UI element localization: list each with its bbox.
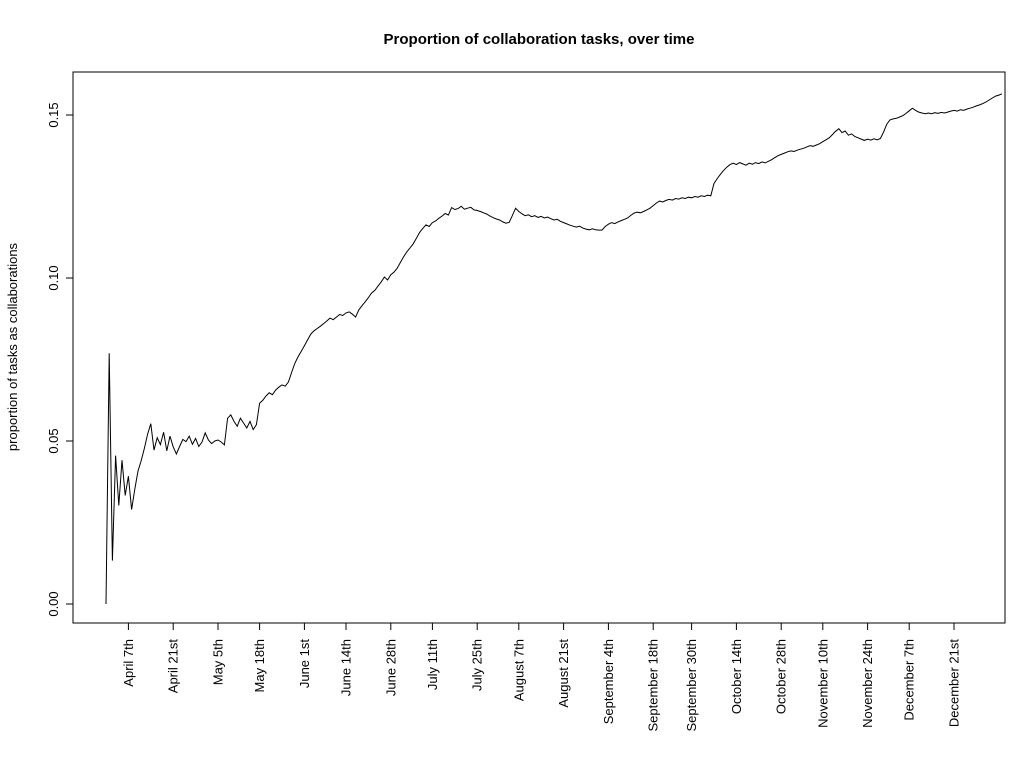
x-tick-label: October 28th — [774, 639, 789, 714]
x-tick-label: April 21st — [166, 639, 181, 694]
y-tick-label: 0.10 — [46, 265, 61, 290]
x-tick-label: August 21st — [556, 639, 571, 708]
x-tick-label: July 11th — [425, 639, 440, 690]
plot-frame — [72, 71, 1006, 624]
axes: 0.00 0.05 0.10 0.15 April 7th April 21st May 5… — [46, 102, 962, 731]
x-tick-label: July 25th — [470, 639, 485, 691]
y-tick-label: 0.05 — [46, 428, 61, 453]
x-tick-label: April 7th — [121, 639, 136, 687]
x-tick-label: September 18th — [646, 639, 661, 732]
x-tick-label: June 28th — [383, 639, 398, 696]
chart-title: Proportion of collaboration tasks, over … — [384, 31, 695, 48]
proportion-line — [105, 93, 1003, 605]
y-tick-label: 0.15 — [46, 102, 61, 127]
x-tick-label: October 14th — [729, 639, 744, 714]
data-series — [105, 93, 1003, 605]
x-tick-label: November 10th — [815, 639, 830, 728]
x-tick-label: June 14th — [339, 639, 354, 696]
x-tick-label: September 4th — [601, 639, 616, 724]
x-tick-label: August 7th — [511, 639, 526, 701]
x-tick-label: December 7th — [902, 639, 917, 721]
x-tick-label: September 30th — [684, 639, 699, 732]
y-axis-title: proportion of tasks as collaborations — [5, 242, 20, 451]
x-tick-label: May 18th — [252, 639, 267, 692]
x-tick-label: November 24th — [860, 639, 875, 728]
x-tick-label: June 1st — [297, 639, 312, 689]
x-tick-label: May 5th — [211, 639, 226, 685]
x-tick-label: December 21st — [947, 639, 962, 728]
y-tick-label: 0.00 — [46, 591, 61, 616]
